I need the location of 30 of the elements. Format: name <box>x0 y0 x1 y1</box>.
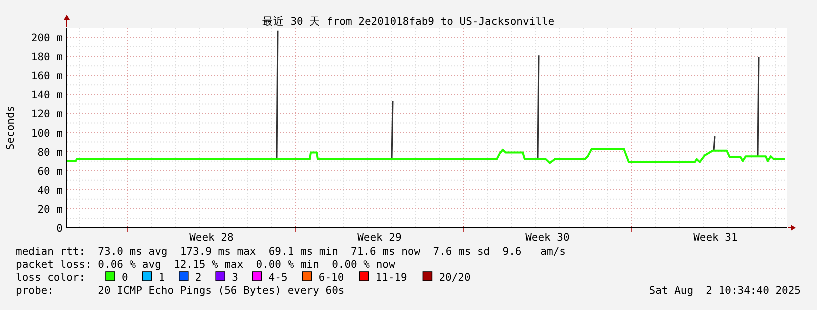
x-tick-label: Week 28 <box>190 232 234 244</box>
x-tick-label: Week 31 <box>694 232 738 244</box>
x-tick-label: Week 29 <box>358 232 402 244</box>
y-axis-title: Seconds <box>5 106 17 150</box>
legend-label: 6-10 <box>318 272 344 284</box>
legend-label: 1 <box>158 272 166 284</box>
text: Sat Aug 2 10:34:40 2025 <box>649 285 801 297</box>
text: packet loss: 0.06 % avg 12.15 % max 0.00 % min 0.00 % now <box>16 259 396 271</box>
y-tick-label: 20 m <box>38 204 63 216</box>
legend-label: 4-5 <box>268 272 288 284</box>
y-tick-label: 60 m <box>38 166 63 178</box>
text: probe: 20 ICMP Echo Pings (56 Bytes) every 60s <box>16 285 345 297</box>
y-tick-label: 140 m <box>31 90 63 102</box>
y-tick-label: 180 m <box>31 52 63 64</box>
y-tick-label: 160 m <box>31 70 63 83</box>
y-tick-label: 100 m <box>31 128 63 140</box>
y-tick-label: 40 m <box>38 184 63 197</box>
legend-title: loss color: <box>16 272 86 284</box>
y-tick-label: 120 m <box>31 108 63 121</box>
legend-label: 0 <box>122 272 128 284</box>
legend-label: 2 <box>195 272 202 284</box>
y-tick-label: 200 m <box>31 32 63 45</box>
text: median rtt: 73.0 ms avg 173.9 ms max 69.1 ms min 71.6 ms now 7.6 ms sd 9.6 am/s <box>16 246 566 258</box>
x-tick-label: Week 30 <box>526 232 570 244</box>
legend-label: 20/20 <box>439 272 471 284</box>
y-tick-label: 80 m <box>38 146 63 159</box>
legend-label: 11-19 <box>376 272 408 284</box>
legend-label: 3 <box>232 272 238 284</box>
chart-title: 最近 30 天 from 2e201018fab9 to US-Jacksonville <box>262 15 555 28</box>
y-tick-label: 0 <box>56 223 63 235</box>
